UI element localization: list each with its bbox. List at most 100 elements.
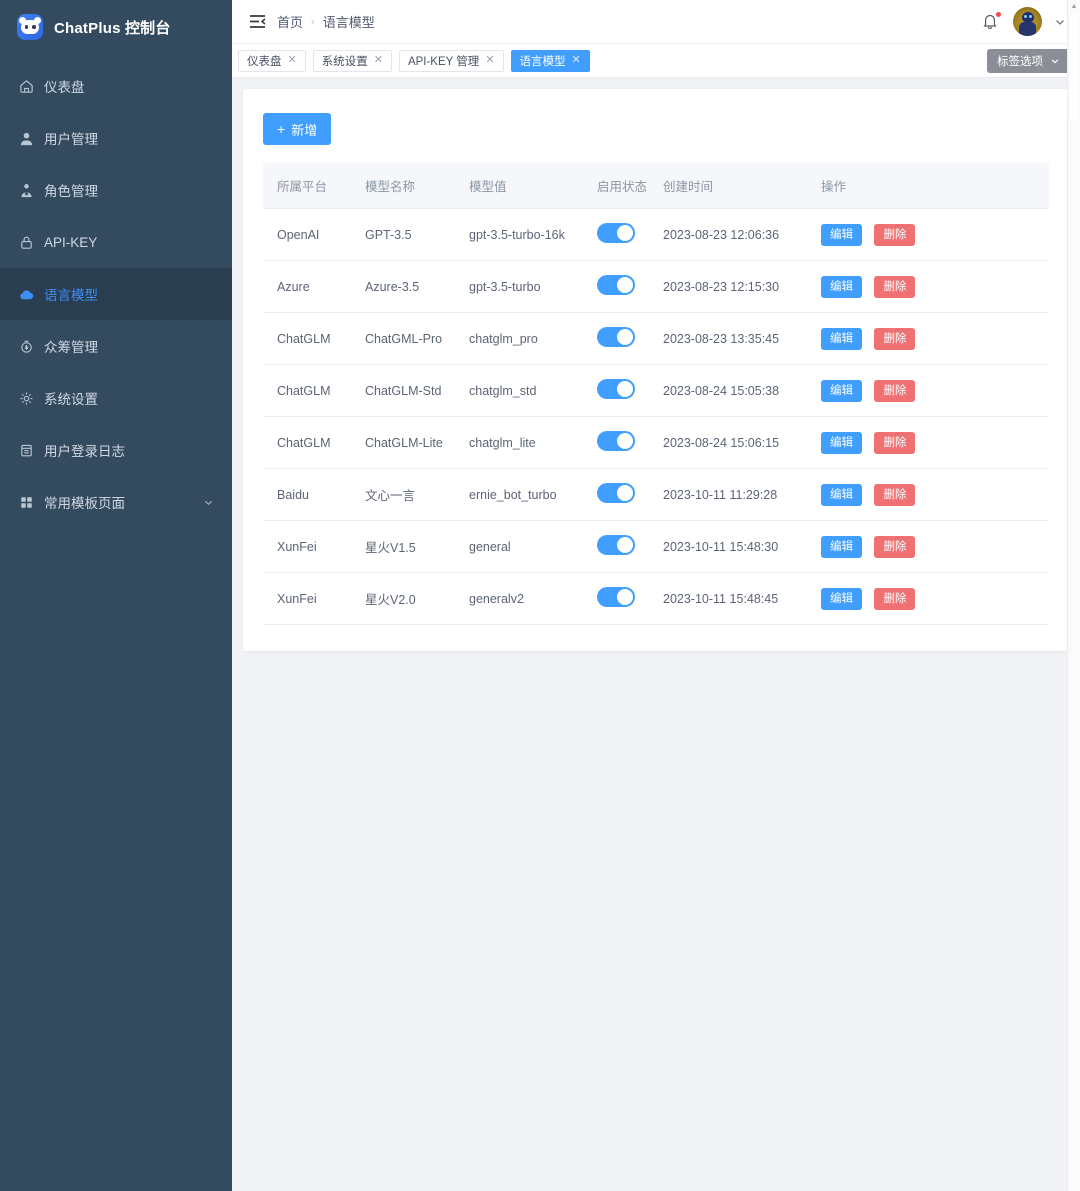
tab-list: 仪表盘 ✕ 系统设置 ✕ API-KEY 管理 ✕ 语言模型 ✕ (238, 49, 590, 72)
tab-dashboard[interactable]: 仪表盘 ✕ (238, 49, 306, 72)
delete-button[interactable]: 删除 (874, 327, 916, 350)
sidebar-item-templates[interactable]: 常用模板页面 (0, 476, 232, 528)
delete-button[interactable]: 删除 (874, 535, 916, 558)
sidebar-item-label: 系统设置 (44, 392, 98, 407)
cloud-icon (18, 286, 34, 302)
sidebar-item-label: 语言模型 (44, 288, 98, 303)
chevron-down-icon[interactable] (1054, 16, 1066, 28)
delete-button[interactable]: 删除 (874, 587, 916, 610)
close-icon[interactable]: ✕ (373, 54, 383, 66)
column-header-model-value: 模型值 (455, 163, 583, 209)
delete-button[interactable]: 删除 (874, 431, 916, 454)
enable-toggle[interactable] (597, 379, 635, 399)
lock-icon (18, 234, 34, 250)
enable-toggle[interactable] (597, 431, 635, 451)
edit-button[interactable]: 编辑 (821, 327, 862, 350)
cell-created: 2023-08-24 15:05:38 (649, 364, 807, 417)
cell-model-name: 星火V2.0 (351, 572, 455, 625)
column-header-actions: 操作 (807, 163, 1049, 209)
column-header-model-name: 模型名称 (351, 163, 455, 209)
tab-label: 语言模型 (519, 55, 566, 68)
cell-platform: XunFei (263, 520, 351, 573)
plus-icon: + (277, 121, 286, 137)
add-button[interactable]: + 新增 (263, 113, 332, 145)
table-row: ChatGLM ChatGLM-Lite chatglm_lite 2023-0… (263, 416, 1049, 469)
edit-button[interactable]: 编辑 (821, 535, 862, 558)
hamburger-collapse-icon[interactable] (248, 13, 266, 31)
close-icon[interactable]: ✕ (485, 54, 495, 66)
table-row: OpenAI GPT-3.5 gpt-3.5-turbo-16k 2023-08… (263, 208, 1049, 261)
topbar-actions (981, 7, 1066, 36)
column-header-created: 创建时间 (649, 163, 807, 209)
enable-toggle[interactable] (597, 483, 635, 503)
tag-options-button[interactable]: 标签选项 (987, 48, 1070, 73)
user-avatar[interactable] (1013, 7, 1042, 36)
scrollbar-thumb[interactable] (1070, 13, 1079, 121)
delete-button[interactable]: 删除 (874, 275, 916, 298)
breadcrumb-home[interactable]: 首页 (277, 15, 304, 30)
cell-actions: 编辑 删除 (807, 364, 1049, 417)
table-row: Baidu 文心一言 ernie_bot_turbo 2023-10-11 11… (263, 468, 1049, 521)
sidebar-item-crowdfunding[interactable]: 众筹管理 (0, 320, 232, 372)
edit-button[interactable]: 编辑 (821, 223, 862, 246)
sidebar-item-label: 用户管理 (44, 132, 98, 147)
cell-model-value: general (455, 520, 583, 573)
user-icon (18, 130, 34, 146)
sidebar-item-language-model[interactable]: 语言模型 (0, 268, 232, 320)
table-row: ChatGLM ChatGML-Pro chatglm_pro 2023-08-… (263, 312, 1049, 365)
tab-language-model[interactable]: 语言模型 ✕ (510, 49, 590, 72)
cell-model-value: chatglm_lite (455, 416, 583, 469)
role-icon (18, 182, 34, 198)
edit-button[interactable]: 编辑 (821, 587, 862, 610)
bell-icon[interactable] (981, 10, 1002, 32)
sidebar-item-roles[interactable]: 角色管理 (0, 164, 232, 216)
column-header-enabled: 启用状态 (583, 163, 649, 209)
edit-button[interactable]: 编辑 (821, 379, 862, 402)
page-scrollbar[interactable]: ▲ (1067, 0, 1080, 1191)
enable-toggle[interactable] (597, 587, 635, 607)
cell-model-name: ChatGLM-Lite (351, 416, 455, 469)
table-header-row: 所属平台 模型名称 模型值 启用状态 创建时间 操作 (263, 163, 1049, 209)
cell-model-value: generalv2 (455, 572, 583, 625)
enable-toggle[interactable] (597, 535, 635, 555)
tab-system-settings[interactable]: 系统设置 ✕ (312, 49, 392, 72)
edit-button[interactable]: 编辑 (821, 483, 862, 506)
sidebar-brand[interactable]: ChatPlus 控制台 (0, 0, 232, 54)
delete-button[interactable]: 删除 (874, 483, 916, 506)
delete-button[interactable]: 删除 (874, 223, 916, 246)
edit-button[interactable]: 编辑 (821, 275, 862, 298)
cell-created: 2023-10-11 15:48:30 (649, 520, 807, 573)
main-area: 首页 › 语言模型 (232, 0, 1080, 1191)
enable-toggle[interactable] (597, 327, 635, 347)
chevron-down-icon (203, 497, 214, 508)
cell-created: 2023-10-11 15:48:45 (649, 572, 807, 625)
enable-toggle[interactable] (597, 275, 635, 295)
close-icon[interactable]: ✕ (571, 54, 581, 66)
cell-actions: 编辑 删除 (807, 208, 1049, 261)
table-row: Azure Azure-3.5 gpt-3.5-turbo 2023-08-23… (263, 260, 1049, 313)
sidebar-item-login-log[interactable]: 用户登录日志 (0, 424, 232, 476)
delete-button[interactable]: 删除 (874, 379, 916, 402)
edit-button[interactable]: 编辑 (821, 431, 862, 454)
cell-actions: 编辑 删除 (807, 520, 1049, 573)
sidebar-item-users[interactable]: 用户管理 (0, 112, 232, 164)
cell-enabled (583, 468, 649, 521)
cell-enabled (583, 520, 649, 573)
table-row: ChatGLM ChatGLM-Std chatglm_std 2023-08-… (263, 364, 1049, 417)
cell-model-name: ChatGML-Pro (351, 312, 455, 365)
tab-label: API-KEY 管理 (407, 55, 480, 68)
notification-badge (995, 10, 1002, 18)
cell-platform: OpenAI (263, 208, 351, 261)
breadcrumb-current: 语言模型 (322, 15, 375, 30)
close-icon[interactable]: ✕ (287, 54, 297, 66)
sidebar-item-settings[interactable]: 系统设置 (0, 372, 232, 424)
cell-actions: 编辑 删除 (807, 312, 1049, 365)
sidebar-item-apikey[interactable]: API-KEY (0, 216, 232, 268)
sidebar-item-dashboard[interactable]: 仪表盘 (0, 60, 232, 112)
enable-toggle[interactable] (597, 223, 635, 243)
tab-apikey-management[interactable]: API-KEY 管理 ✕ (398, 49, 504, 72)
models-table: 所属平台 模型名称 模型值 启用状态 创建时间 操作 OpenAI GPT-3.… (263, 163, 1049, 625)
models-card: + 新增 所属平台 模型名称 模型值 启用状态 创建时间 操作 (243, 89, 1069, 651)
column-header-platform: 所属平台 (263, 163, 351, 209)
scroll-up-arrow-icon[interactable]: ▲ (1070, 3, 1078, 10)
